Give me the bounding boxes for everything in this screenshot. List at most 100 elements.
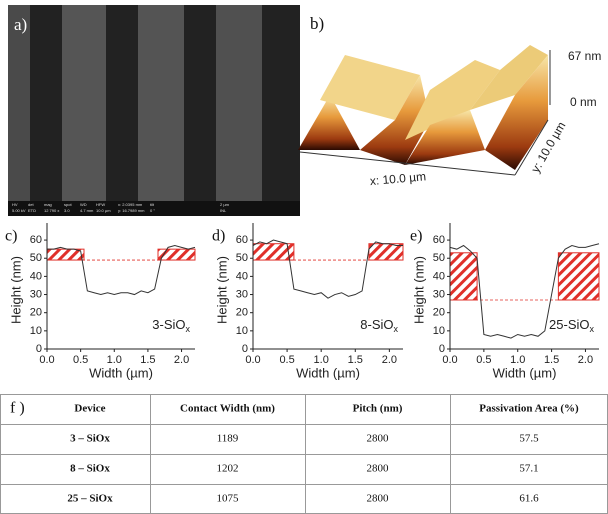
hatch-region xyxy=(557,252,600,301)
sem-info: HFW xyxy=(96,202,105,207)
sem-info: 0 ° xyxy=(150,208,155,213)
y-tick-label: 40 xyxy=(236,270,248,282)
table-cell: 57.1 xyxy=(519,463,538,475)
y-tick-label: 10 xyxy=(433,325,445,337)
y-tick-label: 0 xyxy=(439,343,445,355)
table-header: Pitch (nm) xyxy=(353,403,403,415)
sem-info: ETD xyxy=(28,208,36,213)
x-tick-label: 2.0 xyxy=(174,354,189,366)
afm-image xyxy=(298,45,551,176)
sem-info: det xyxy=(28,202,34,207)
x-tick-label: 2.0 xyxy=(382,354,397,366)
y-tick-label: 40 xyxy=(30,270,42,282)
sem-info: WD xyxy=(80,202,87,207)
y-tick-label: 50 xyxy=(433,252,445,264)
x-tick-label: 1.0 xyxy=(107,354,122,366)
table-cell: 1202 xyxy=(217,463,239,475)
panel-label: a) xyxy=(14,15,27,34)
x-tick-label: 1.0 xyxy=(314,354,329,366)
y-axis-label: Height (nm) xyxy=(214,256,229,324)
y-tick-label: 10 xyxy=(30,325,42,337)
annotation-text: 25-SiO xyxy=(549,317,589,332)
annotation-subscript: x xyxy=(590,324,595,334)
table-cell: 1075 xyxy=(217,493,240,505)
x-tick-label: 1.5 xyxy=(544,354,559,366)
x-tick-label: 0.5 xyxy=(73,354,88,366)
y-axis-label: Height (nm) xyxy=(8,256,23,324)
annotation: 8-SiOx xyxy=(360,317,398,334)
x-scale-label: x: 10.0 µm xyxy=(369,169,426,188)
table-header: Contact Width (nm) xyxy=(180,403,275,415)
sem-info: 2 µm xyxy=(220,202,230,207)
x-tick-label: 2.0 xyxy=(578,354,593,366)
y-tick-label: 60 xyxy=(433,234,445,246)
sem-info: y: 16.7989 mm xyxy=(118,208,145,213)
table-label: f ) xyxy=(10,400,25,417)
sem-info: 5.00 kV xyxy=(12,208,26,213)
profile-charts: 0 10 20 30 40 50 60 0.0 0.5 1.0 1.5 2.0 Width (µm) He… xyxy=(5,223,600,380)
sem-info: spot xyxy=(64,202,72,207)
y-tick-label: 0 xyxy=(36,343,42,355)
profile-line xyxy=(449,243,600,339)
y-tick-label: 50 xyxy=(236,252,248,264)
sem-info: 4.7 mm xyxy=(80,208,94,213)
x-axis-label: Width (µm) xyxy=(493,365,557,380)
table-cell: 8 – SiOx xyxy=(70,463,110,475)
hatch-region xyxy=(449,252,478,301)
y-tick-label: 30 xyxy=(236,288,248,300)
table-cell: 61.6 xyxy=(519,493,539,505)
panel-label: d) xyxy=(212,228,225,245)
y-tick-label: 60 xyxy=(30,234,42,246)
panel-label: b) xyxy=(310,14,324,33)
x-tick-label: 1.5 xyxy=(348,354,363,366)
x-axis-label: Width (µm) xyxy=(296,365,360,380)
profile-line xyxy=(252,239,403,299)
y-tick-label: 30 xyxy=(30,288,42,300)
sem-image xyxy=(8,5,300,216)
y-tick-label: 60 xyxy=(236,234,248,246)
y-tick-label: 20 xyxy=(236,307,248,319)
y-axis-label: Height (nm) xyxy=(411,256,426,324)
sem-info: x: 2.0395 mm xyxy=(118,202,143,207)
annotation-text: 8-SiO xyxy=(360,317,393,332)
x-tick-label: 1.5 xyxy=(140,354,155,366)
table-cell: 3 – SiOx xyxy=(70,433,110,445)
table-cell: 57.5 xyxy=(519,433,539,445)
panel-label: e) xyxy=(410,228,422,245)
y-tick-label: 0 xyxy=(242,343,248,355)
annotation: 3-SiOx xyxy=(152,317,190,334)
x-tick-label: 0.0 xyxy=(39,354,54,366)
sem-info: 12 790 x xyxy=(44,208,59,213)
y-tick-label: 40 xyxy=(433,270,445,282)
table-cell: 2800 xyxy=(367,493,390,505)
sem-info: HV xyxy=(12,202,18,207)
annotation: 25-SiOx xyxy=(549,317,594,334)
hatch-region xyxy=(157,248,196,261)
y-tick-label: 20 xyxy=(433,307,445,319)
panel-label: c) xyxy=(5,228,17,245)
hatch-region xyxy=(368,243,404,261)
x-tick-label: 1.0 xyxy=(510,354,525,366)
table-header: Device xyxy=(74,403,105,415)
y-tick-label: 10 xyxy=(236,325,248,337)
sem-info: INL xyxy=(220,208,227,213)
table: f ) Device Contact Width (nm) Pitch (nm) Pas… xyxy=(0,394,608,514)
table-header: Passivation Area (%) xyxy=(479,403,579,415)
table-cell: 2800 xyxy=(367,433,390,445)
sem-info: mag xyxy=(44,202,52,207)
x-tick-label: 0.5 xyxy=(279,354,294,366)
sem-info: 3.0 xyxy=(64,208,70,213)
y-tick-label: 30 xyxy=(433,288,445,300)
x-tick-label: 0.5 xyxy=(476,354,491,366)
y-tick-label: 20 xyxy=(30,307,42,319)
table-cell: 25 – SiOx xyxy=(67,493,113,505)
z-max-label: 67 nm xyxy=(568,49,601,63)
sem-info: tilt xyxy=(150,202,155,207)
y-tick-label: 50 xyxy=(30,252,42,264)
x-tick-label: 0.0 xyxy=(245,354,260,366)
sem-info: 10.0 µm xyxy=(96,208,111,213)
z-min-label: 0 nm xyxy=(570,95,597,109)
table-cell: 2800 xyxy=(367,463,390,475)
annotation-text: 3-SiO xyxy=(152,317,185,332)
